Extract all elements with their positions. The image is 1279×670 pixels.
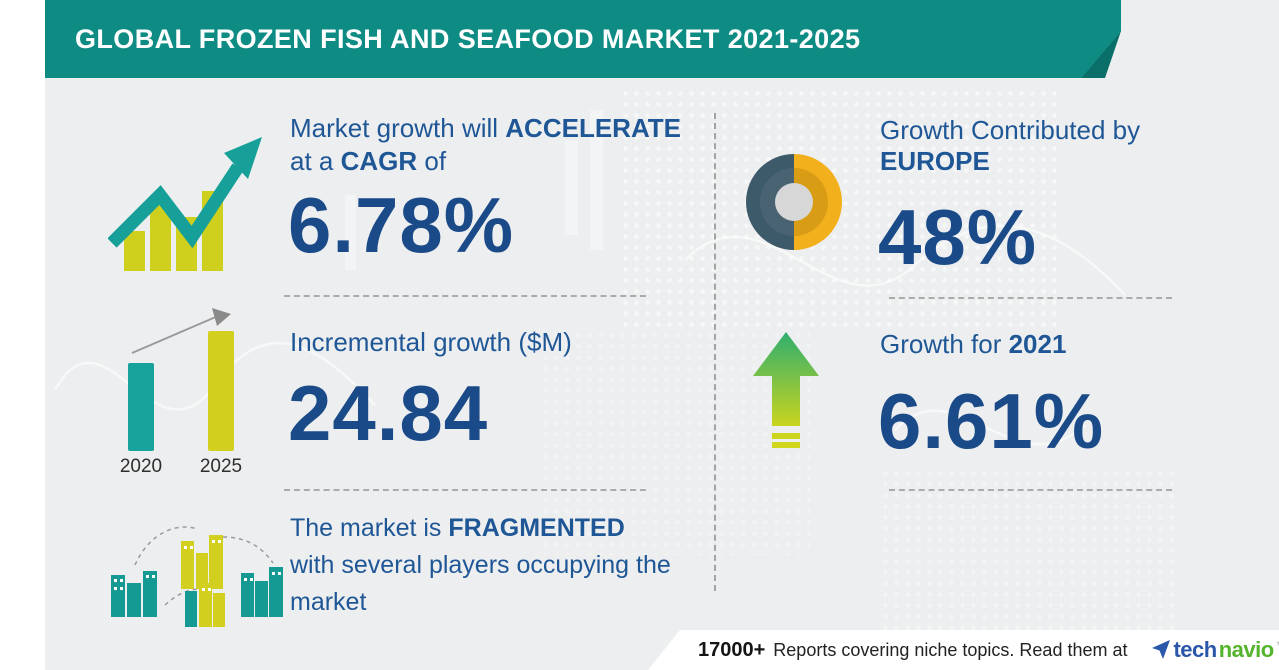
- separator-dashed: [889, 297, 1172, 299]
- europe-contribution-label: Growth Contributed by EUROPE: [880, 115, 1140, 177]
- fragmented-line1: The market is FRAGMENTED: [290, 510, 671, 547]
- separator-dashed: [284, 295, 646, 297]
- fragmented-line3: market: [290, 588, 367, 616]
- incremental-growth-label: Incremental growth ($M): [290, 327, 572, 357]
- bar-label-2025: 2025: [199, 456, 243, 477]
- cagr-accelerate-keyword: ACCELERATE: [505, 113, 682, 143]
- growth-2021-year: 2021: [1008, 329, 1067, 359]
- europe-line1: Growth Contributed by: [880, 115, 1141, 145]
- cagr-description: Market growth will ACCELERATE at a CAGR …: [290, 112, 681, 178]
- building-clusters-network-icon: [111, 526, 283, 627]
- separator-dashed: [284, 489, 646, 491]
- growth-2021-value: 6.61%: [878, 377, 1105, 465]
- fragmented-keyword: FRAGMENTED: [448, 514, 625, 542]
- europe-contribution-value: 48%: [878, 193, 1038, 281]
- upward-gradient-arrow-icon: [753, 332, 819, 448]
- trademark-symbol: ™: [1276, 640, 1279, 650]
- cagr-line2-post: of: [417, 146, 447, 176]
- growth-trend-arrow-chart-icon: [108, 137, 262, 271]
- column-divider-dashed: [714, 113, 716, 591]
- incremental-growth-value: 24.84: [288, 369, 489, 457]
- technavio-arrow-icon: [1152, 640, 1171, 659]
- fragmented-description: The market is FRAGMENTED with several pl…: [290, 510, 671, 621]
- cagr-keyword: CAGR: [340, 146, 418, 176]
- europe-region-keyword: EUROPE: [880, 146, 990, 176]
- cagr-value: 6.78%: [288, 181, 515, 269]
- reports-count: 17000+: [698, 638, 766, 661]
- fragmented-line2: with several players occupying the: [290, 551, 671, 579]
- brand-navio-text: navio: [1218, 637, 1274, 662]
- fragmented-line1-pre: The market is: [290, 514, 449, 542]
- brand-tech-text: tech: [1173, 637, 1217, 662]
- growth-2021-pre: Growth for: [880, 329, 1009, 359]
- bar-label-2020: 2020: [119, 456, 163, 477]
- footer-bar: 17000+ Reports covering niche topics. Re…: [648, 630, 1279, 670]
- cagr-line2-text: at a: [290, 146, 341, 176]
- separator-dashed: [889, 489, 1172, 491]
- half-donut-pie-icon: [746, 154, 842, 250]
- page-title: GLOBAL FROZEN FISH AND SEAFOOD MARKET 20…: [75, 23, 861, 54]
- growth-2021-label: Growth for 2021: [880, 328, 1066, 361]
- footer-message: Reports covering niche topics. Read them…: [773, 639, 1128, 660]
- cagr-line1-text: Market growth will: [290, 113, 506, 143]
- bar-comparison-2020-2025-icon: 2020 2025: [100, 303, 290, 481]
- header-ribbon: GLOBAL FROZEN FISH AND SEAFOOD MARKET 20…: [45, 0, 1121, 78]
